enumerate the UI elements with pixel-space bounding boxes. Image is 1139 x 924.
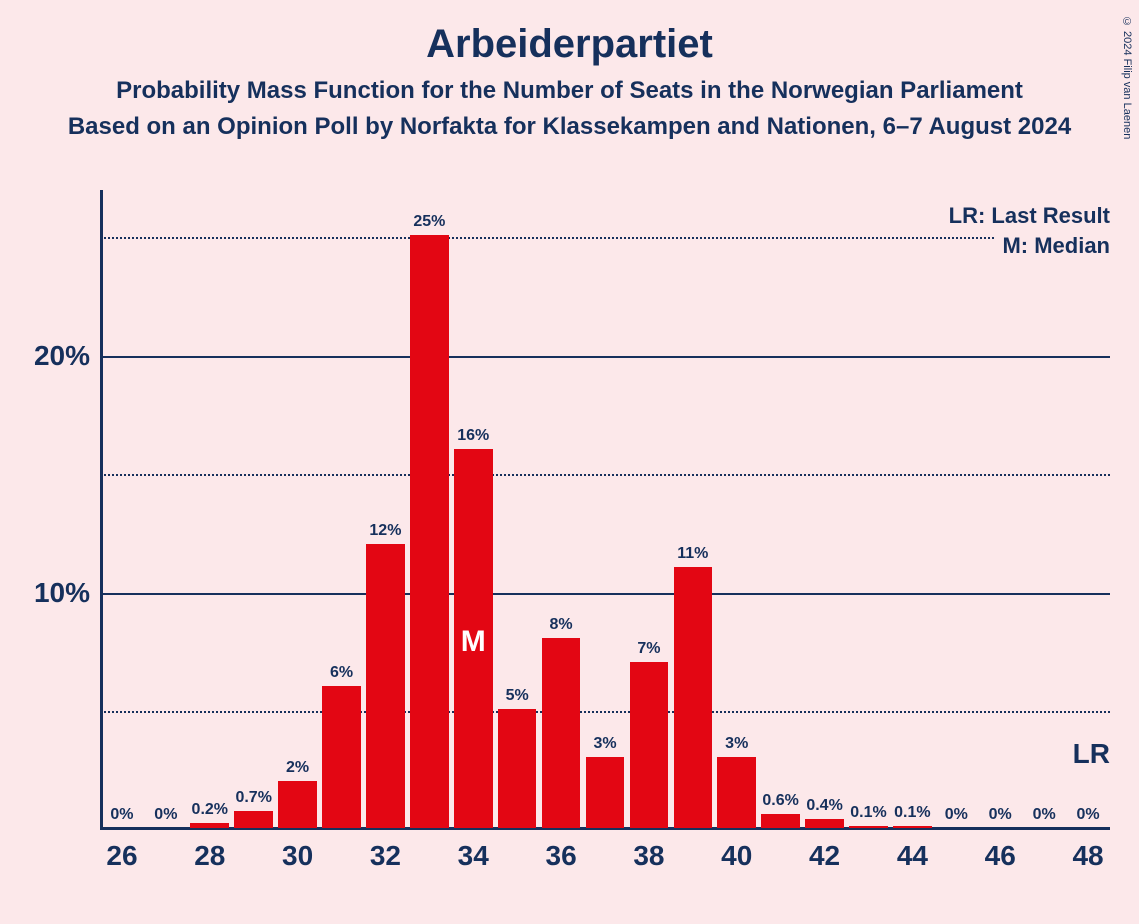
gridline-major xyxy=(100,356,1110,358)
bar xyxy=(410,235,449,828)
gridline-major xyxy=(100,593,1110,595)
bar-value-label: 5% xyxy=(506,687,529,705)
y-tick-label: 20% xyxy=(20,340,90,372)
chart-subtitle-2: Based on an Opinion Poll by Norfakta for… xyxy=(0,113,1139,141)
x-tick-label: 46 xyxy=(985,840,1016,872)
bar xyxy=(761,814,800,828)
bar xyxy=(893,826,932,828)
bar-value-label: 6% xyxy=(330,664,353,682)
bar-value-label: 0.6% xyxy=(762,792,798,810)
x-tick-label: 30 xyxy=(282,840,313,872)
bar xyxy=(322,686,361,828)
chart-plot-area: 10%20%LR: Last ResultM: MedianLR26283032… xyxy=(100,190,1110,830)
gridline-minor xyxy=(100,474,1110,476)
bar-value-label: 0% xyxy=(1033,806,1056,824)
bar-value-label: 12% xyxy=(369,522,401,540)
bar-value-label: 2% xyxy=(286,759,309,777)
chart-subtitle-1: Probability Mass Function for the Number… xyxy=(0,77,1139,105)
x-tick-label: 34 xyxy=(458,840,489,872)
bar xyxy=(234,811,273,828)
x-tick-label: 36 xyxy=(546,840,577,872)
x-tick-label: 42 xyxy=(809,840,840,872)
x-tick-label: 32 xyxy=(370,840,401,872)
bar-value-label: 0.1% xyxy=(850,804,886,822)
legend-lr: LR: Last Result xyxy=(943,203,1110,229)
bar-value-label: 25% xyxy=(413,213,445,231)
bar-value-label: 0% xyxy=(154,806,177,824)
bar-value-label: 0% xyxy=(989,806,1012,824)
bar xyxy=(498,709,537,828)
bar-value-label: 0% xyxy=(110,806,133,824)
bar-value-label: 0% xyxy=(1076,806,1099,824)
y-tick-label: 10% xyxy=(20,577,90,609)
bar-value-label: 0% xyxy=(945,806,968,824)
bar xyxy=(190,823,229,828)
x-tick-label: 28 xyxy=(194,840,225,872)
lr-marker-label: LR xyxy=(1065,738,1110,770)
bar xyxy=(278,781,317,828)
bar-value-label: 0.1% xyxy=(894,804,930,822)
bar-value-label: 0.4% xyxy=(806,797,842,815)
bar-value-label: 3% xyxy=(725,735,748,753)
x-tick-label: 38 xyxy=(633,840,664,872)
bar xyxy=(674,567,713,828)
bar-value-label: 11% xyxy=(677,545,708,563)
bar-value-label: 8% xyxy=(550,616,573,634)
bar xyxy=(366,544,405,828)
copyright-text: © 2024 Filip van Laenen xyxy=(1121,16,1133,139)
chart-container: © 2024 Filip van Laenen Arbeiderpartiet … xyxy=(0,0,1139,924)
chart-title: Arbeiderpartiet xyxy=(0,22,1139,67)
bar-value-label: 0.2% xyxy=(192,801,228,819)
bar-value-label: 0.7% xyxy=(235,789,271,807)
x-tick-label: 26 xyxy=(106,840,137,872)
bar xyxy=(717,757,756,828)
bar-value-label: 7% xyxy=(637,640,660,658)
bar xyxy=(630,662,669,828)
bar-value-label: 3% xyxy=(593,735,616,753)
y-axis xyxy=(100,190,103,830)
bar-value-label: 16% xyxy=(457,427,489,445)
legend-m: M: Median xyxy=(996,233,1110,259)
bar xyxy=(849,826,888,828)
bar xyxy=(542,638,581,828)
median-marker: M xyxy=(461,625,486,659)
bar xyxy=(805,819,844,828)
gridline-minor xyxy=(100,237,1110,239)
x-tick-label: 48 xyxy=(1072,840,1103,872)
x-tick-label: 40 xyxy=(721,840,752,872)
bar xyxy=(586,757,625,828)
x-tick-label: 44 xyxy=(897,840,928,872)
gridline-minor xyxy=(100,711,1110,713)
